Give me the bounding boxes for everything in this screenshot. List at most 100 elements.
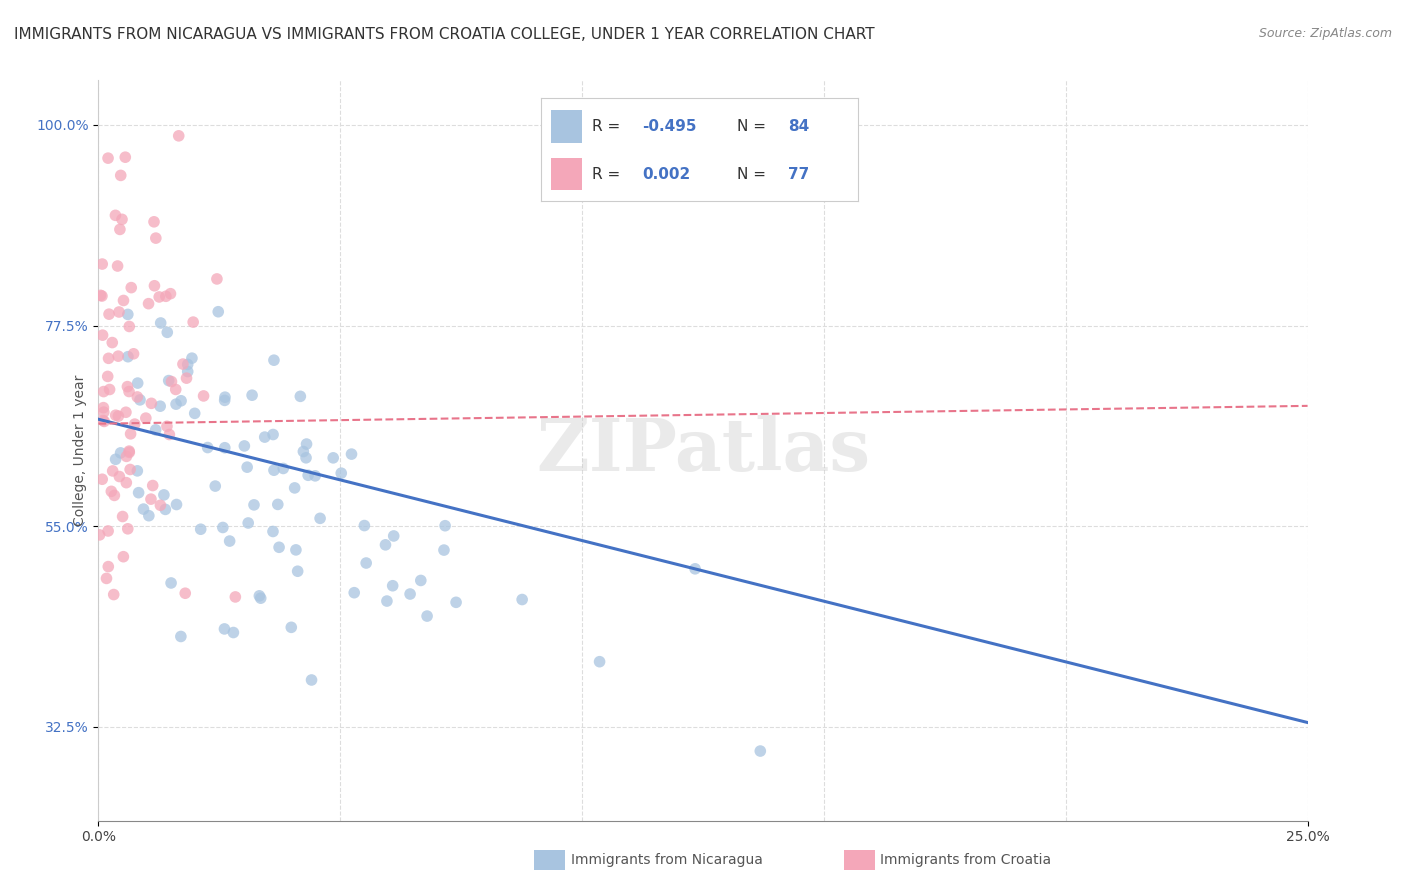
Point <box>101 335 124 350</box>
Point <box>100 484 122 499</box>
Point <box>91 257 114 271</box>
Point <box>91 289 114 303</box>
Point <box>207 304 229 318</box>
Point <box>117 522 139 536</box>
Point <box>98 307 121 321</box>
Point <box>330 466 353 480</box>
Point <box>115 450 138 464</box>
Point <box>107 409 129 424</box>
Point <box>132 502 155 516</box>
Point <box>117 350 139 364</box>
Point <box>108 305 131 319</box>
Point <box>89 528 111 542</box>
Point <box>107 349 129 363</box>
Point <box>108 469 131 483</box>
Point <box>222 625 245 640</box>
Point <box>97 369 120 384</box>
Point <box>91 328 114 343</box>
Point <box>295 450 318 465</box>
Point <box>238 516 260 530</box>
Point <box>211 520 233 534</box>
Point <box>176 358 198 372</box>
Point <box>127 464 149 478</box>
Point <box>292 444 315 458</box>
Point <box>117 379 139 393</box>
Text: Source: ZipAtlas.com: Source: ZipAtlas.com <box>1258 27 1392 40</box>
Point <box>139 492 162 507</box>
Point <box>267 497 290 511</box>
Point <box>165 383 187 397</box>
Text: 84: 84 <box>787 120 810 135</box>
Point <box>295 437 318 451</box>
Point <box>588 655 610 669</box>
Point <box>112 549 135 564</box>
Point <box>118 319 141 334</box>
Point <box>287 564 309 578</box>
Point <box>253 430 276 444</box>
Point <box>176 371 198 385</box>
Point <box>444 595 467 609</box>
Point <box>749 744 772 758</box>
Point <box>89 288 111 302</box>
Point <box>354 556 377 570</box>
Text: R =: R = <box>592 120 626 135</box>
Point <box>103 588 125 602</box>
Point <box>122 347 145 361</box>
Text: 77: 77 <box>787 167 810 182</box>
Point <box>115 405 138 419</box>
Point <box>97 351 120 366</box>
Point <box>160 576 183 591</box>
Point <box>262 524 284 539</box>
Text: Immigrants from Croatia: Immigrants from Croatia <box>880 853 1052 867</box>
Point <box>149 316 172 330</box>
Point <box>510 592 533 607</box>
Point <box>172 357 194 371</box>
Point <box>309 511 332 525</box>
Point <box>322 450 344 465</box>
Point <box>181 351 204 366</box>
Point <box>156 419 179 434</box>
Point <box>155 289 177 303</box>
Point <box>157 427 180 442</box>
Point <box>197 441 219 455</box>
Point <box>409 574 432 588</box>
Point <box>149 498 172 512</box>
Point <box>243 498 266 512</box>
Point <box>93 401 115 415</box>
Point <box>141 396 163 410</box>
Point <box>374 538 396 552</box>
Point <box>118 444 141 458</box>
Point <box>124 417 146 431</box>
Point <box>108 222 131 236</box>
Point <box>267 541 290 555</box>
Point <box>110 169 132 183</box>
Point <box>91 472 114 486</box>
Point <box>284 542 307 557</box>
Point <box>142 478 165 492</box>
Point <box>167 128 190 143</box>
Point <box>93 384 115 399</box>
Point <box>214 393 236 408</box>
Point <box>399 587 422 601</box>
Point <box>304 468 326 483</box>
Point <box>114 150 136 164</box>
Point <box>91 413 114 427</box>
Point <box>193 389 215 403</box>
Y-axis label: College, Under 1 year: College, Under 1 year <box>73 375 87 526</box>
Point <box>262 427 284 442</box>
Point <box>143 278 166 293</box>
Point <box>683 562 706 576</box>
Point <box>301 673 323 687</box>
Point <box>190 522 212 536</box>
Point <box>97 559 120 574</box>
Point <box>214 390 236 404</box>
Point <box>416 609 439 624</box>
Point <box>297 468 319 483</box>
Text: N =: N = <box>738 167 772 182</box>
Point <box>343 585 366 599</box>
Point <box>174 586 197 600</box>
Text: Immigrants from Nicaragua: Immigrants from Nicaragua <box>571 853 762 867</box>
Point <box>177 365 200 379</box>
Point <box>93 405 115 419</box>
Point <box>104 408 127 422</box>
